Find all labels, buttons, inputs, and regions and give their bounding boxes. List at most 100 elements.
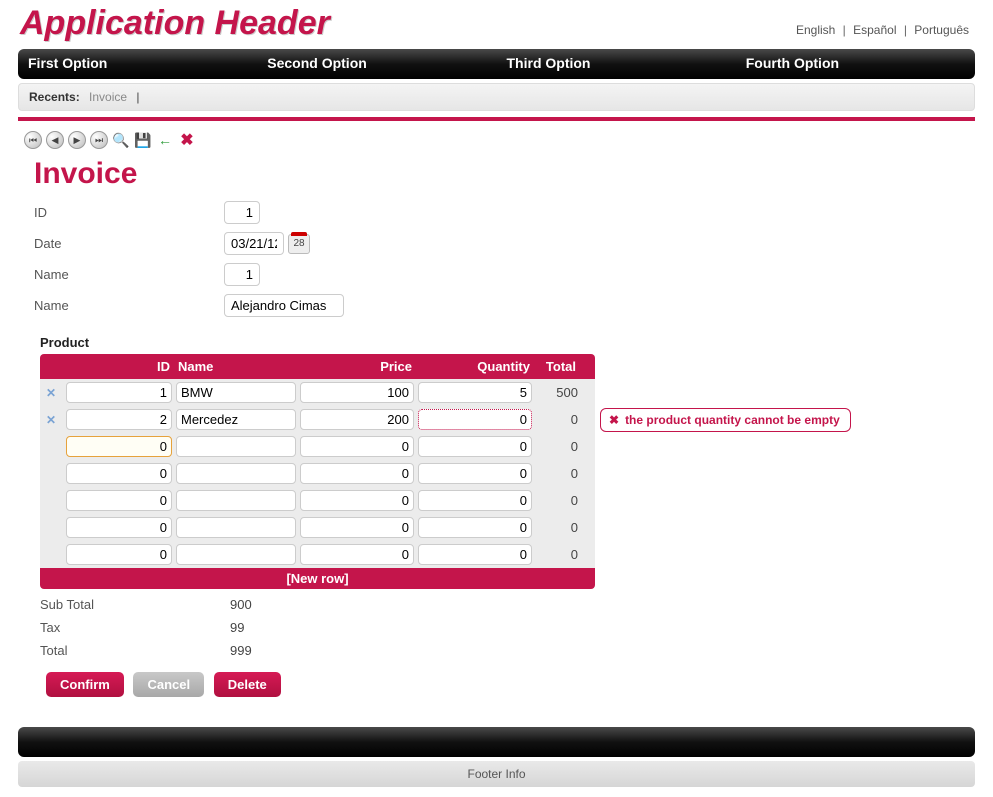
divider [18, 117, 975, 121]
app-title: Application Header [20, 4, 330, 43]
table-row: ✕ 500 [40, 379, 595, 406]
id-field[interactable] [224, 201, 260, 224]
cell-id[interactable] [66, 517, 172, 538]
cell-qty[interactable] [418, 544, 532, 565]
menu-item[interactable]: First Option [18, 49, 257, 79]
cell-id[interactable] [66, 544, 172, 565]
menu-item[interactable]: Fourth Option [736, 49, 975, 79]
table-row: 0 [40, 460, 595, 487]
tax-label: Tax [40, 620, 230, 635]
new-row-button[interactable]: [New row] [40, 568, 595, 589]
cell-name[interactable] [176, 490, 296, 511]
name-field[interactable] [224, 294, 344, 317]
cell-qty[interactable] [418, 490, 532, 511]
cell-name[interactable] [176, 517, 296, 538]
first-icon[interactable]: ⏮ [24, 131, 42, 149]
cell-qty[interactable] [418, 409, 532, 430]
cell-id[interactable] [66, 463, 172, 484]
grid-header: ID Name Price Quantity Total [40, 354, 595, 379]
tax-value: 99 [230, 620, 244, 635]
delete-button[interactable]: Delete [214, 672, 281, 697]
lang-link[interactable]: Español [849, 23, 900, 37]
cell-name[interactable] [176, 544, 296, 565]
menu-item[interactable]: Second Option [257, 49, 496, 79]
date-label: Date [34, 236, 224, 251]
cell-total: 500 [534, 384, 580, 401]
cell-name[interactable] [176, 436, 296, 457]
cell-price[interactable] [300, 382, 414, 403]
total-label: Total [40, 643, 230, 658]
cell-price[interactable] [300, 517, 414, 538]
cell-name[interactable] [176, 409, 296, 430]
last-icon[interactable]: ⏭ [90, 131, 108, 149]
validation-error: ✖ the product quantity cannot be empty [600, 408, 851, 432]
page-title: Invoice [34, 157, 993, 191]
toolbar: ⏮ ◀ ▶ ⏭ 🔍 💾 ← ✖ [0, 127, 993, 153]
table-row: 0 [40, 487, 595, 514]
menubar: First Option Second Option Third Option … [18, 49, 975, 79]
name-id-label: Name [34, 267, 224, 282]
cell-qty[interactable] [418, 463, 532, 484]
cell-name[interactable] [176, 382, 296, 403]
error-text: the product quantity cannot be empty [625, 413, 840, 427]
cell-price[interactable] [300, 490, 414, 511]
prev-icon[interactable]: ◀ [46, 131, 64, 149]
subtotal-label: Sub Total [40, 597, 230, 612]
footer-info: Footer Info [18, 761, 975, 787]
cell-total: 0 [534, 411, 580, 428]
col-id: ID [64, 357, 174, 376]
lang-link[interactable]: Português [910, 23, 973, 37]
cell-price[interactable] [300, 463, 414, 484]
save-icon[interactable]: 💾 [134, 131, 152, 149]
cell-total: 0 [534, 438, 580, 455]
cancel-button[interactable]: Cancel [133, 672, 204, 697]
language-links: English | Español | Português [792, 23, 973, 43]
totals-area: Sub Total 900 Tax 99 Total 999 Confirm C… [40, 597, 993, 697]
cell-qty[interactable] [418, 436, 532, 457]
cell-total: 0 [534, 546, 580, 563]
col-total: Total [534, 357, 580, 376]
total-value: 999 [230, 643, 252, 658]
confirm-button[interactable]: Confirm [46, 672, 124, 697]
back-icon[interactable]: ← [156, 131, 174, 149]
error-icon: ✖ [609, 413, 619, 427]
cell-price[interactable] [300, 436, 414, 457]
cell-id[interactable] [66, 490, 172, 511]
search-icon[interactable]: 🔍 [112, 131, 130, 149]
cell-qty[interactable] [418, 382, 532, 403]
cell-total: 0 [534, 519, 580, 536]
cell-id[interactable] [66, 382, 172, 403]
cell-price[interactable] [300, 409, 414, 430]
delete-row-icon[interactable]: ✕ [46, 413, 56, 427]
table-row: 0 [40, 514, 595, 541]
footer-bar [18, 727, 975, 757]
next-icon[interactable]: ▶ [68, 131, 86, 149]
menu-item[interactable]: Third Option [497, 49, 736, 79]
close-icon[interactable]: ✖ [178, 131, 196, 149]
name-label: Name [34, 298, 224, 313]
col-name: Name [174, 357, 298, 376]
name-id-field[interactable] [224, 263, 260, 286]
table-row: ✕0 [40, 406, 595, 433]
recents-label: Recents: [29, 90, 80, 104]
col-price: Price [298, 357, 416, 376]
col-qty: Quantity [416, 357, 534, 376]
table-row: 0 [40, 433, 595, 460]
product-section-label: Product [40, 335, 993, 350]
delete-row-icon[interactable]: ✕ [46, 386, 56, 400]
cell-total: 0 [534, 492, 580, 509]
cell-id[interactable] [66, 436, 172, 457]
recent-link[interactable]: Invoice [89, 90, 127, 104]
subtotal-value: 900 [230, 597, 252, 612]
lang-link[interactable]: English [792, 23, 839, 37]
calendar-icon[interactable]: 28 [288, 234, 310, 254]
date-field[interactable] [224, 232, 284, 255]
cell-name[interactable] [176, 463, 296, 484]
product-grid: ID Name Price Quantity Total ✕500✕000000… [40, 354, 595, 589]
cell-price[interactable] [300, 544, 414, 565]
cell-qty[interactable] [418, 517, 532, 538]
invoice-form: ID Date 28 Name Name [34, 201, 993, 317]
recents-bar: Recents: Invoice | [18, 83, 975, 111]
cell-id[interactable] [66, 409, 172, 430]
table-row: 0 [40, 541, 595, 568]
